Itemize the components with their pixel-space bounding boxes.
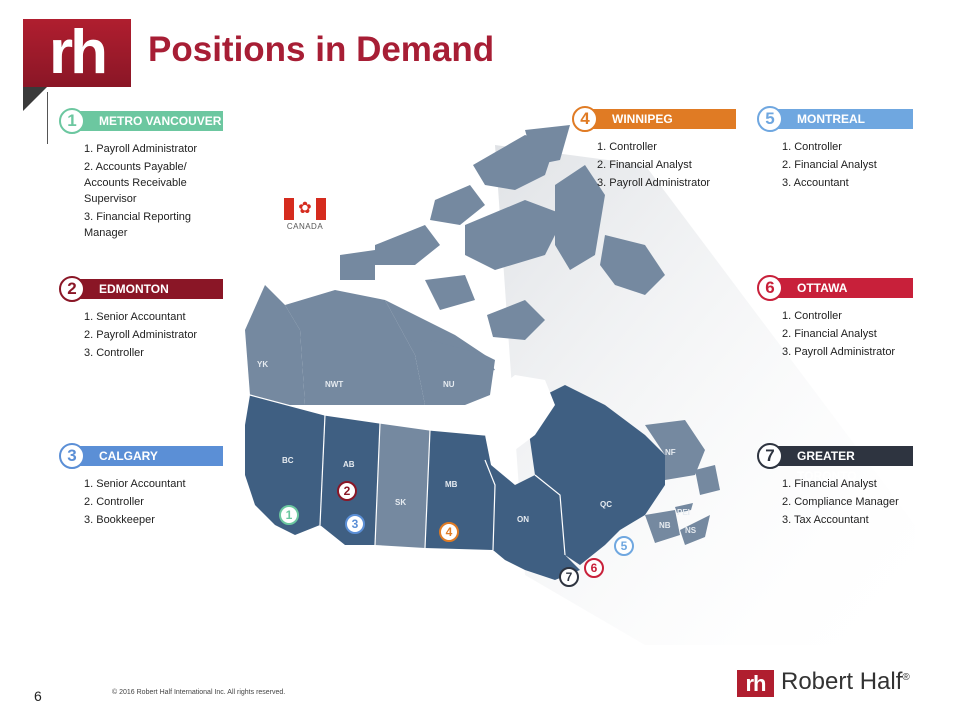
- province-nb: [645, 510, 680, 543]
- marker-calgary: 3: [345, 514, 365, 534]
- label-bc: BC: [282, 456, 294, 465]
- city-name: OTTAWA: [771, 278, 913, 298]
- city-number: 2: [59, 276, 85, 302]
- arctic-islands: [340, 125, 665, 340]
- position-list: 1. Payroll Administrator 2. Accounts Pay…: [84, 141, 209, 243]
- position-list: 1. Controller 2. Financial Analyst 3. Ac…: [782, 139, 907, 193]
- label-on: ON: [517, 515, 529, 524]
- province-yk: [245, 285, 305, 405]
- position-item: 2. Payroll Administrator: [84, 329, 198, 341]
- city-number: 4: [572, 106, 598, 132]
- label-nu: NU: [443, 380, 455, 389]
- city-number: 5: [757, 106, 783, 132]
- province-nwt: [285, 290, 425, 405]
- position-item: 3. Payroll Administrator: [597, 177, 711, 189]
- label-pei: PEI: [677, 508, 690, 517]
- position-item: 3. Accountant: [782, 177, 849, 189]
- position-item: 2. Controller: [84, 496, 144, 508]
- position-item: 2. Financial Analyst: [597, 159, 692, 171]
- city-number: 1: [59, 108, 85, 134]
- position-item: 3. Bookkeeper: [84, 514, 155, 526]
- position-list: 1. Controller 2. Financial Analyst 3. Pa…: [597, 139, 722, 193]
- position-item: 3. Tax Accountant: [782, 514, 869, 526]
- marker-montreal: 5: [614, 536, 634, 556]
- robert-half-wordmark: Robert Half®: [781, 668, 910, 696]
- province-nu: [385, 300, 495, 405]
- position-item: 1. Senior Accountant: [84, 478, 186, 490]
- position-item: 2. Financial Analyst: [782, 328, 877, 340]
- position-list: 1. Financial Analyst 2. Compliance Manag…: [782, 476, 907, 530]
- marker-greater-toronto: 7: [559, 567, 579, 587]
- logo-text: rh: [49, 18, 108, 87]
- robert-half-logo: rh: [23, 19, 131, 87]
- position-list: 1. Senior Accountant 2. Payroll Administ…: [84, 309, 209, 363]
- position-item: 3. Payroll Administrator: [782, 346, 896, 358]
- position-list: 1. Senior Accountant 2. Controller 3. Bo…: [84, 476, 209, 530]
- province-bc: [245, 395, 325, 535]
- label-nwt: NWT: [325, 380, 343, 389]
- canada-map: YK NWT NU BC AB SK MB ON QC NF NB PEI NS: [245, 125, 915, 645]
- divider: [47, 92, 48, 144]
- page-number: 6: [34, 688, 42, 704]
- position-item: 1. Payroll Administrator: [84, 143, 198, 155]
- province-on: [485, 460, 580, 580]
- maple-leaf-icon: ✿: [294, 198, 316, 220]
- position-item: 1. Financial Analyst: [782, 478, 877, 490]
- city-name: MONTREAL: [771, 109, 913, 129]
- position-item: 1. Controller: [782, 141, 842, 153]
- province-ab: [320, 415, 380, 545]
- brand-name: Robert Half: [781, 668, 903, 695]
- city-number: 6: [757, 275, 783, 301]
- flag-label: CANADA: [286, 222, 324, 231]
- city-number: 7: [757, 443, 783, 469]
- province-pei: [675, 503, 693, 513]
- province-borders: [249, 394, 566, 556]
- province-ns: [680, 515, 710, 545]
- marker-metro-vancouver: 1: [279, 505, 299, 525]
- marker-winnipeg: 4: [439, 522, 459, 542]
- province-sk: [375, 423, 430, 548]
- province-nf: [645, 420, 705, 480]
- city-name: GREATER TORONTO: [771, 446, 913, 483]
- label-nf: NF: [665, 448, 676, 457]
- marker-edmonton: 2: [337, 481, 357, 501]
- position-item: 3. Controller: [84, 347, 144, 359]
- city-name: EDMONTON: [73, 279, 223, 299]
- province-qc: [525, 385, 665, 565]
- position-item: 3. Financial Reporting Manager: [84, 211, 192, 239]
- label-nb: NB: [659, 521, 671, 530]
- canada-flag: ✿: [284, 198, 326, 220]
- position-item: 2. Accounts Payable/ Accounts Receivable…: [84, 161, 187, 205]
- marker-ottawa: 6: [584, 558, 604, 578]
- label-ab: AB: [343, 460, 355, 469]
- copyright-text: © 2016 Robert Half International Inc. Al…: [112, 689, 286, 696]
- city-name: WINNIPEG: [586, 109, 736, 129]
- label-sk: SK: [395, 498, 406, 507]
- label-qc: QC: [600, 500, 612, 509]
- position-item: 1. Senior Accountant: [84, 311, 186, 323]
- position-item: 1. Controller: [782, 310, 842, 322]
- position-list: 1. Controller 2. Financial Analyst 3. Pa…: [782, 308, 907, 362]
- label-yk: YK: [257, 360, 268, 369]
- label-mb: MB: [445, 480, 458, 489]
- position-item: 1. Controller: [597, 141, 657, 153]
- province-mb: [425, 430, 495, 550]
- logo-fold-shadow: [23, 87, 47, 111]
- city-name: CALGARY: [73, 446, 223, 466]
- position-item: 2. Financial Analyst: [782, 159, 877, 171]
- label-ns: NS: [685, 526, 697, 535]
- province-labels: YK NWT NU BC AB SK MB ON QC NF NB PEI NS: [257, 360, 697, 535]
- page-title: Positions in Demand: [148, 30, 495, 69]
- position-item: 2. Compliance Manager: [782, 496, 899, 508]
- robert-half-logo-mark: rh: [737, 670, 774, 697]
- hudson-bay: [490, 375, 555, 450]
- city-number: 3: [59, 443, 85, 469]
- registered-mark: ®: [902, 672, 910, 683]
- city-name: METRO VANCOUVER: [73, 111, 223, 131]
